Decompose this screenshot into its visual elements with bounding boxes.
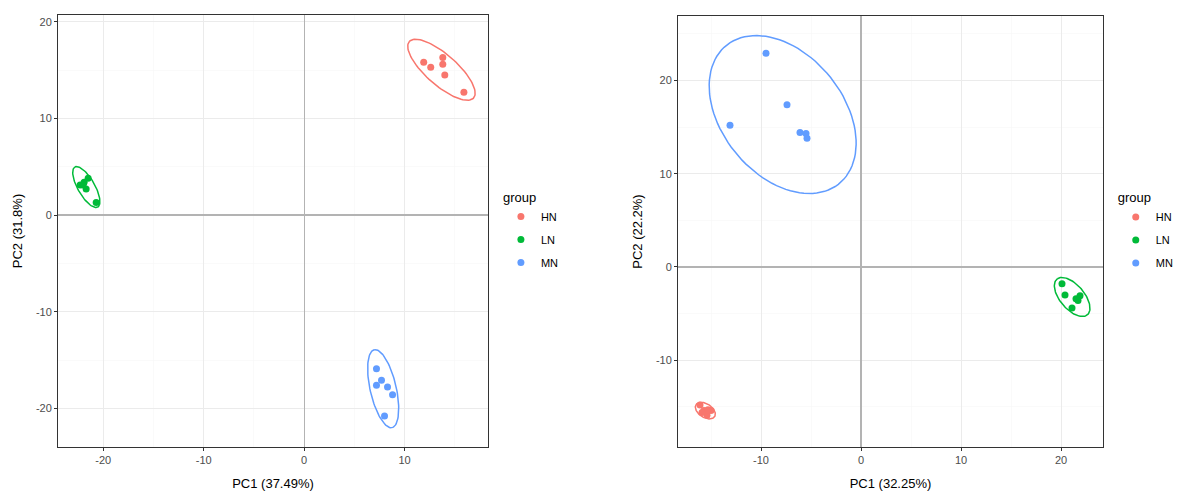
svg-text:20: 20 — [40, 16, 52, 28]
svg-text:group: group — [1118, 190, 1151, 205]
svg-text:0: 0 — [666, 261, 672, 273]
svg-text:LN: LN — [1156, 234, 1170, 246]
svg-text:HN: HN — [1156, 211, 1172, 223]
svg-text:PC2 (31.8%): PC2 (31.8%) — [10, 194, 25, 268]
svg-text:PC1 (32.25%): PC1 (32.25%) — [850, 476, 932, 491]
svg-text:PC2 (22.2%): PC2 (22.2%) — [630, 194, 645, 268]
svg-text:-20: -20 — [95, 454, 111, 466]
svg-text:0: 0 — [46, 209, 52, 221]
svg-text:PC1 (37.49%): PC1 (37.49%) — [232, 476, 314, 491]
svg-text:10: 10 — [398, 454, 410, 466]
svg-text:group: group — [503, 190, 536, 205]
svg-text:-10: -10 — [656, 354, 672, 366]
svg-text:10: 10 — [660, 168, 672, 180]
svg-text:-10: -10 — [196, 454, 212, 466]
svg-text:10: 10 — [40, 112, 52, 124]
svg-text:-10: -10 — [753, 454, 769, 466]
svg-text:10: 10 — [955, 454, 967, 466]
svg-text:20: 20 — [1055, 454, 1067, 466]
svg-text:0: 0 — [858, 454, 864, 466]
svg-text:MN: MN — [1156, 257, 1173, 269]
svg-text:LN: LN — [541, 234, 555, 246]
svg-text:MN: MN — [541, 257, 558, 269]
svg-text:0: 0 — [301, 454, 307, 466]
svg-text:HN: HN — [541, 211, 557, 223]
svg-text:20: 20 — [660, 74, 672, 86]
svg-text:-20: -20 — [36, 402, 52, 414]
svg-text:-10: -10 — [36, 306, 52, 318]
